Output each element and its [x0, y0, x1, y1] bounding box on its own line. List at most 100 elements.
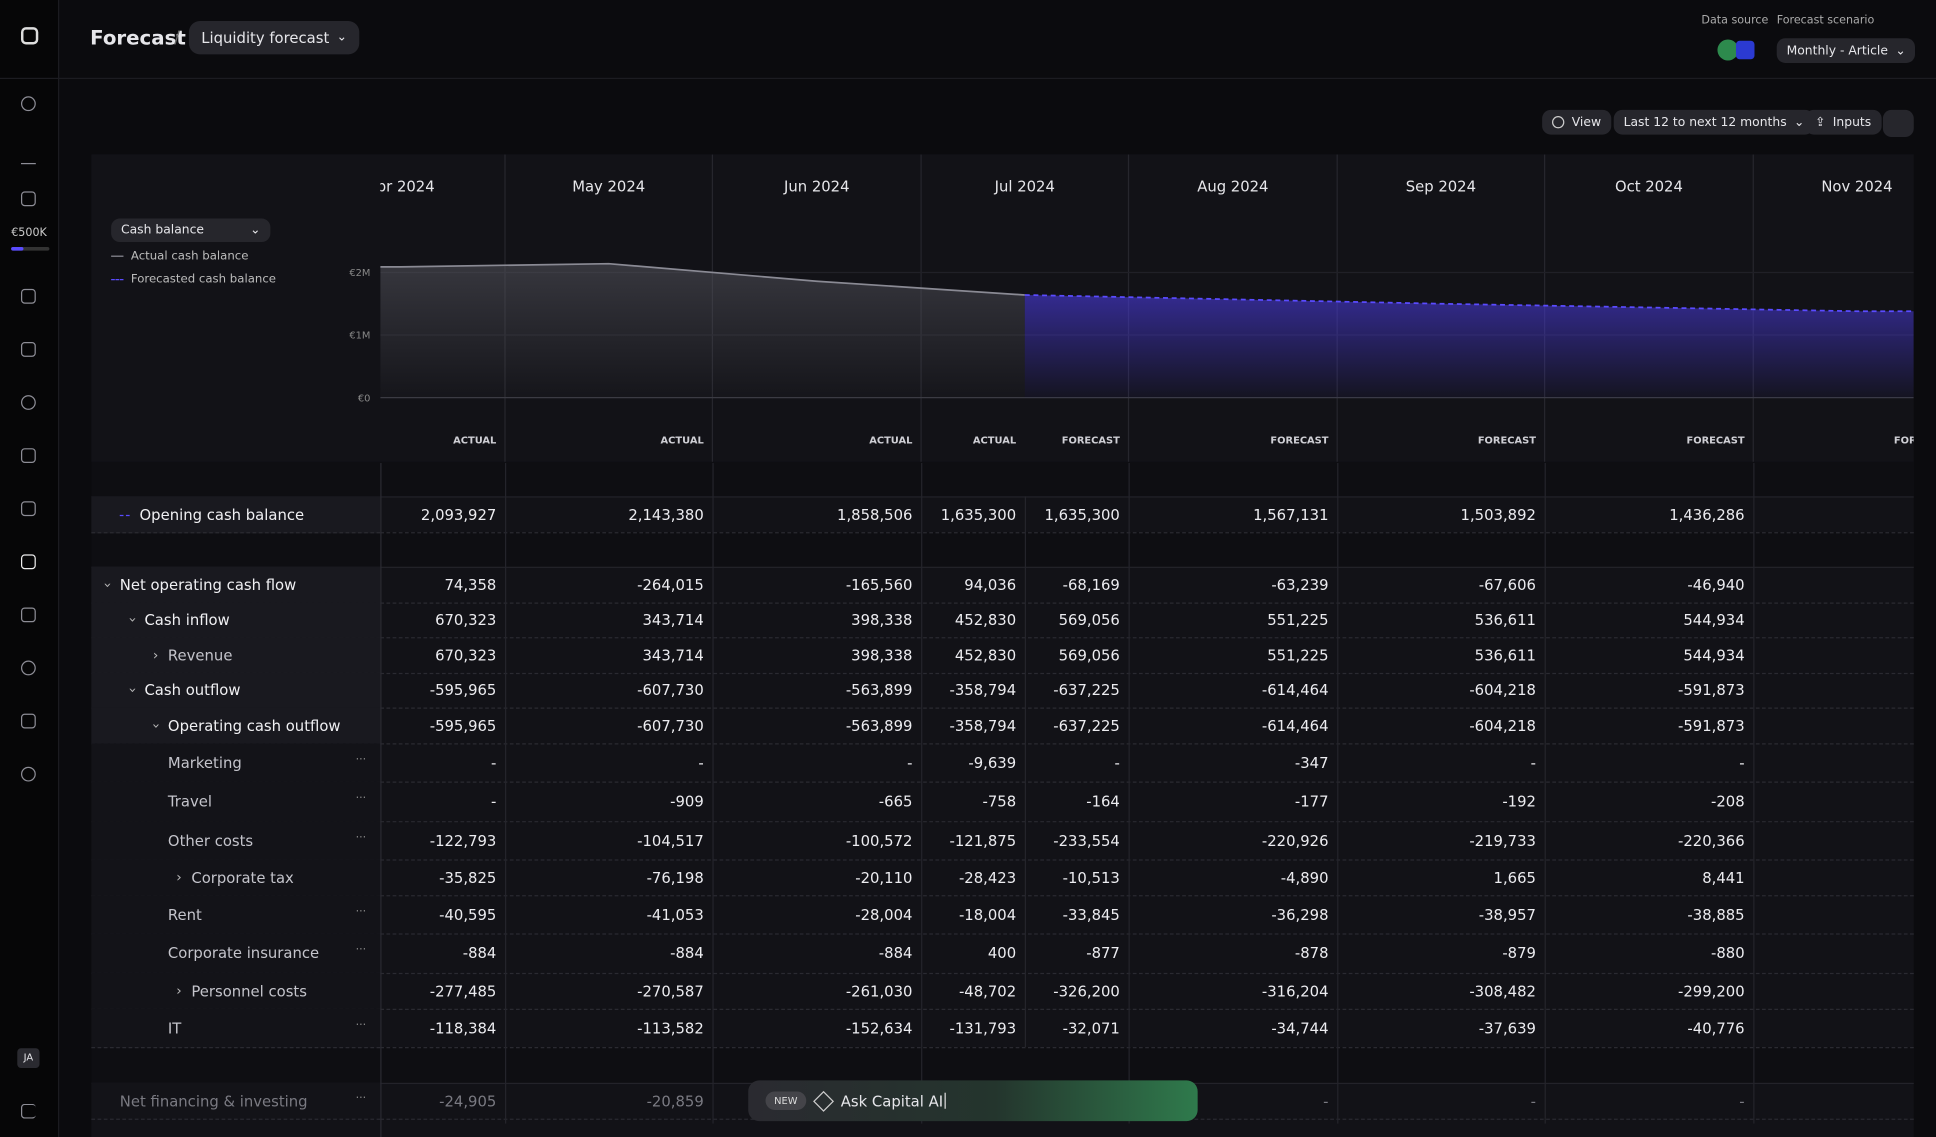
chart-selector[interactable]: Cash balance ⌄: [111, 218, 271, 242]
row-label[interactable]: Operating cash outflow: [167, 716, 341, 735]
cell-value: -41,053: [646, 905, 704, 923]
row-label[interactable]: Opening cash balance: [139, 505, 305, 523]
view-name: Liquidity forecast: [201, 29, 330, 47]
cash-chart: Apr 2024 May 2024 Jun 2024 Jul 2024 Aug 2024…: [349, 154, 1914, 464]
row-label[interactable]: Corporate insurance: [167, 944, 320, 962]
cell-value: 94,036: [964, 575, 1017, 594]
row-label[interactable]: Marketing: [167, 753, 242, 772]
row-menu[interactable]: ···: [355, 905, 367, 918]
row-label[interactable]: Personnel costs: [191, 982, 307, 1000]
cell-value: -264,015: [637, 575, 704, 594]
table-column-line: [504, 463, 507, 1124]
scenario-label: Forecast scenario: [1776, 14, 1875, 28]
row-bg: [380, 603, 1914, 639]
nav-icon[interactable]: [20, 342, 36, 357]
export-button[interactable]: [1882, 109, 1914, 138]
spacer-row: [91, 461, 1914, 498]
expand-toggle[interactable]: ›: [148, 722, 165, 729]
database-icon[interactable]: [20, 395, 36, 410]
ask-ai-bar[interactable]: NEW Ask Capital AI: [748, 1080, 1198, 1122]
expand-toggle[interactable]: ›: [100, 581, 117, 588]
cell-value: 1,858,506: [837, 505, 913, 523]
cell-value: -637,225: [1053, 716, 1120, 735]
row-menu[interactable]: ···: [355, 831, 367, 844]
user-avatar[interactable]: JA: [17, 1048, 40, 1069]
spacer-row: [91, 532, 1914, 568]
cell-value: -: [1323, 1092, 1329, 1110]
cell-value: -35,825: [439, 868, 497, 886]
month-label: Sep 2024: [1406, 178, 1476, 195]
cell-value: -880: [1710, 944, 1745, 962]
cell-value: -131,793: [949, 1019, 1017, 1037]
row-bg: [380, 1009, 1914, 1049]
table-column-line: [1544, 463, 1546, 1124]
cell-value: -48,702: [958, 982, 1017, 1000]
expand-toggle[interactable]: ›: [124, 687, 141, 693]
cell-value: -: [698, 753, 704, 772]
row-menu[interactable]: ···: [355, 753, 367, 767]
id-icon[interactable]: [20, 607, 36, 623]
row-icon: [119, 514, 130, 516]
row-label[interactable]: Rent: [167, 905, 202, 923]
expand-toggle[interactable]: ›: [124, 617, 141, 623]
card-icon[interactable]: [20, 448, 36, 464]
ai-prompt[interactable]: Ask Capital AI: [840, 1092, 944, 1110]
range-dropdown[interactable]: Last 12 to next 12 months ⌄: [1613, 109, 1815, 135]
table-column-line: [1024, 496, 1027, 1048]
row-menu[interactable]: ···: [355, 792, 367, 806]
logout-icon[interactable]: [20, 1103, 36, 1119]
row-bg: [380, 895, 1914, 935]
row-menu[interactable]: ···: [355, 1019, 367, 1032]
view-dropdown[interactable]: Liquidity forecast ⌄: [188, 20, 360, 55]
row-label[interactable]: Other costs: [167, 831, 254, 849]
cell-value: 670,323: [435, 611, 497, 629]
row-menu[interactable]: ···: [355, 944, 367, 957]
cell-value: -20,110: [855, 868, 913, 886]
row-menu[interactable]: ···: [355, 1092, 367, 1105]
cell-value: -28,004: [855, 905, 913, 923]
cell-value: -20,859: [646, 1092, 704, 1110]
row-label[interactable]: Travel: [167, 792, 212, 810]
cell-value: 544,934: [1683, 646, 1745, 664]
row-label-bg: [91, 496, 381, 534]
cell-value: -607,730: [637, 681, 704, 699]
row-label[interactable]: Cash inflow: [144, 611, 230, 629]
expand-toggle[interactable]: ›: [152, 646, 159, 663]
cell-value: 536,611: [1474, 646, 1536, 664]
row-label[interactable]: Revenue: [167, 646, 233, 664]
forecast-icon[interactable]: [20, 554, 36, 570]
column-type: FORECAST: [1894, 435, 1914, 446]
row-label[interactable]: Net financing & investing: [119, 1092, 308, 1110]
row-bg: [380, 859, 1914, 897]
cell-value: 8,441: [1702, 868, 1745, 886]
search-icon[interactable]: [20, 96, 36, 112]
expand-toggle[interactable]: ›: [176, 868, 182, 885]
row-label[interactable]: Net operating cash flow: [119, 575, 297, 594]
source-icon[interactable]: [1735, 40, 1755, 60]
row-label[interactable]: IT: [167, 1019, 182, 1037]
row-bg: [380, 933, 1914, 975]
row-label[interactable]: Cash outflow: [144, 681, 241, 699]
back-icon[interactable]: [20, 149, 36, 165]
cloud-icon[interactable]: [20, 766, 36, 782]
cell-value: -37,639: [1478, 1019, 1536, 1037]
column-type: FORECAST: [1270, 435, 1328, 446]
bank-icon[interactable]: [20, 191, 36, 207]
inputs-button[interactable]: ⇪ Inputs: [1805, 109, 1882, 135]
expand-toggle[interactable]: ›: [176, 982, 182, 999]
settings-icon[interactable]: [20, 660, 36, 676]
shield-icon[interactable]: [20, 713, 36, 729]
table-column-line: [1753, 463, 1755, 1124]
logo[interactable]: [20, 27, 39, 45]
dashboard-icon[interactable]: [20, 288, 36, 304]
month-label: May 2024: [572, 178, 645, 195]
source-icon[interactable]: [1717, 39, 1739, 61]
cell-value: 544,934: [1683, 611, 1745, 629]
scenario-dropdown[interactable]: Monthly - Article ⌄: [1776, 38, 1916, 63]
table-column-line: [712, 463, 714, 1124]
cell-value: -637,225: [1053, 681, 1120, 699]
cell-value: -758: [982, 792, 1017, 810]
view-button[interactable]: View: [1542, 109, 1611, 135]
doc-icon[interactable]: [20, 501, 36, 517]
row-label[interactable]: Corporate tax: [191, 868, 294, 886]
